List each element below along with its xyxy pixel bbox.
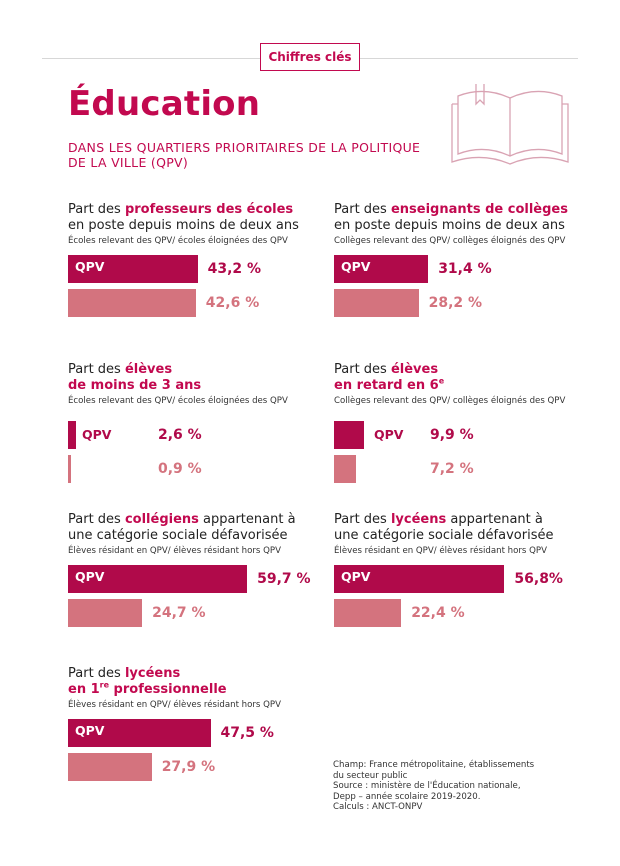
outside-bar <box>68 289 196 317</box>
qpv-value-label: 9,9 % <box>430 427 474 443</box>
outside-bar <box>68 455 71 483</box>
outside-bar <box>334 455 356 483</box>
panel-subtitle: Élèves résidant en QPV/ élèves résidant … <box>68 700 281 710</box>
header-rule-left <box>42 58 260 59</box>
qpv-bar-label: QPV <box>341 569 371 584</box>
highlight-text: lycéens <box>124 666 181 681</box>
panel-title: Part des élèves de moins de 3 ans <box>68 362 202 393</box>
qpv-bar-label: QPV <box>75 569 105 584</box>
highlight-text: élèves <box>390 362 439 377</box>
note-line-4: Depp – année scolaire 2019-2020. <box>333 791 481 802</box>
qpv-bar-label: QPV <box>75 259 105 274</box>
panel-title: Part des élèves en retard en 6e <box>334 362 445 393</box>
subtitle-line-1: DANS LES QUARTIERS PRIORITAIRES DE LA PO… <box>68 140 421 155</box>
page-subtitle: DANS LES QUARTIERS PRIORITAIRES DE LA PO… <box>68 140 428 170</box>
outside-value-label: 28,2 % <box>428 295 483 311</box>
note-line-3: Source : ministère de l'Éducation nation… <box>333 781 521 791</box>
outside-value-label: 42,6 % <box>205 295 260 311</box>
highlight-text: lycéens <box>390 512 447 527</box>
highlight-text-2: en retard en 6e <box>334 376 445 393</box>
key-figures-tag: Chiffres clés <box>260 43 360 71</box>
qpv-value-label: 43,2 % <box>207 261 262 277</box>
qpv-bar: QPV <box>68 565 248 593</box>
subtitle-line-2: DE LA VILLE (QPV) <box>68 155 189 170</box>
panel-lyceens-1re-pro: Part des lycéens en 1re professionnelle … <box>68 666 328 826</box>
outside-bar <box>334 289 419 317</box>
qpv-bar <box>334 421 364 449</box>
panel-subtitle: Élèves résidant en QPV/ élèves résidant … <box>334 546 547 556</box>
open-book-icon <box>451 84 569 165</box>
outside-value-label: 24,7 % <box>152 605 206 621</box>
highlight-text: enseignants de collèges <box>390 202 568 217</box>
note-line-5: Calculs : ANCT-ONPV <box>333 802 423 812</box>
outside-value-label: 27,9 % <box>161 759 216 775</box>
outside-value-label: 7,2 % <box>430 461 474 477</box>
qpv-bar-label: QPV <box>341 259 371 274</box>
outside-value-label: 0,9 % <box>158 461 202 477</box>
qpv-bar-label: QPV <box>374 427 404 442</box>
qpv-bar <box>68 421 76 449</box>
panel-title: Part des enseignants de collèges en post… <box>334 202 568 233</box>
page-title: Éducation <box>68 84 261 124</box>
panel-subtitle: Collèges relevant des QPV/ collèges éloi… <box>334 396 566 406</box>
qpv-bar-label: QPV <box>82 427 112 442</box>
outside-bar <box>334 599 402 627</box>
qpv-value-label: 56,8% <box>514 571 563 587</box>
note-line-2: du secteur public <box>333 770 408 781</box>
panel-title: Part des collégiens appartenant à une ca… <box>68 512 296 543</box>
outside-bar <box>68 599 143 627</box>
panel-subtitle: Écoles relevant des QPV/ écoles éloignée… <box>68 236 288 246</box>
highlight-text: collégiens <box>124 512 199 527</box>
panel-professeurs-ecoles: Part des professeurs des écoles en poste… <box>68 202 328 362</box>
outside-value-label: 22,4 % <box>411 605 465 621</box>
highlight-text-2: en 1re professionnelle <box>68 680 227 697</box>
qpv-bar: QPV <box>334 565 505 593</box>
panel-subtitle: Élèves résidant en QPV/ élèves résidant … <box>68 546 281 556</box>
panel-collegiens-defavorises: Part des collégiens appartenant à une ca… <box>68 512 328 672</box>
panel-enseignants-colleges: Part des enseignants de collèges en post… <box>334 202 594 362</box>
qpv-bar: QPV <box>334 255 429 283</box>
panel-subtitle: Écoles relevant des QPV/ écoles éloignée… <box>68 396 288 406</box>
panel-subtitle: Collèges relevant des QPV/ collèges éloi… <box>334 236 566 246</box>
highlight-text: élèves <box>124 362 173 377</box>
qpv-value-label: 31,4 % <box>438 261 492 277</box>
panel-title: Part des lycéens en 1re professionnelle <box>68 666 227 697</box>
source-note: Champ: France métropolitaine, établissem… <box>333 760 563 813</box>
qpv-bar-label: QPV <box>75 723 105 738</box>
panel-lyceens-defavorises: Part des lycéens appartenant à une catég… <box>334 512 594 672</box>
outside-bar <box>68 753 152 781</box>
header-rule-right <box>360 58 578 59</box>
note-line-1: Champ: France métropolitaine, établissem… <box>333 760 535 770</box>
panel-title: Part des professeurs des écoles en poste… <box>68 202 299 233</box>
qpv-bar: QPV <box>68 255 198 283</box>
qpv-value-label: 47,5 % <box>220 725 274 741</box>
panel-title: Part des lycéens appartenant à une catég… <box>334 512 554 543</box>
qpv-bar: QPV <box>68 719 211 747</box>
qpv-value-label: 2,6 % <box>158 427 202 443</box>
highlight-text-2: de moins de 3 ans <box>68 378 202 393</box>
panel-eleves-retard-6e: Part des élèves en retard en 6e Collèges… <box>334 362 594 522</box>
qpv-value-label: 59,7 % <box>257 571 311 587</box>
highlight-text: professeurs des écoles <box>124 202 294 217</box>
panel-eleves-moins-3-ans: Part des élèves de moins de 3 ans Écoles… <box>68 362 328 522</box>
